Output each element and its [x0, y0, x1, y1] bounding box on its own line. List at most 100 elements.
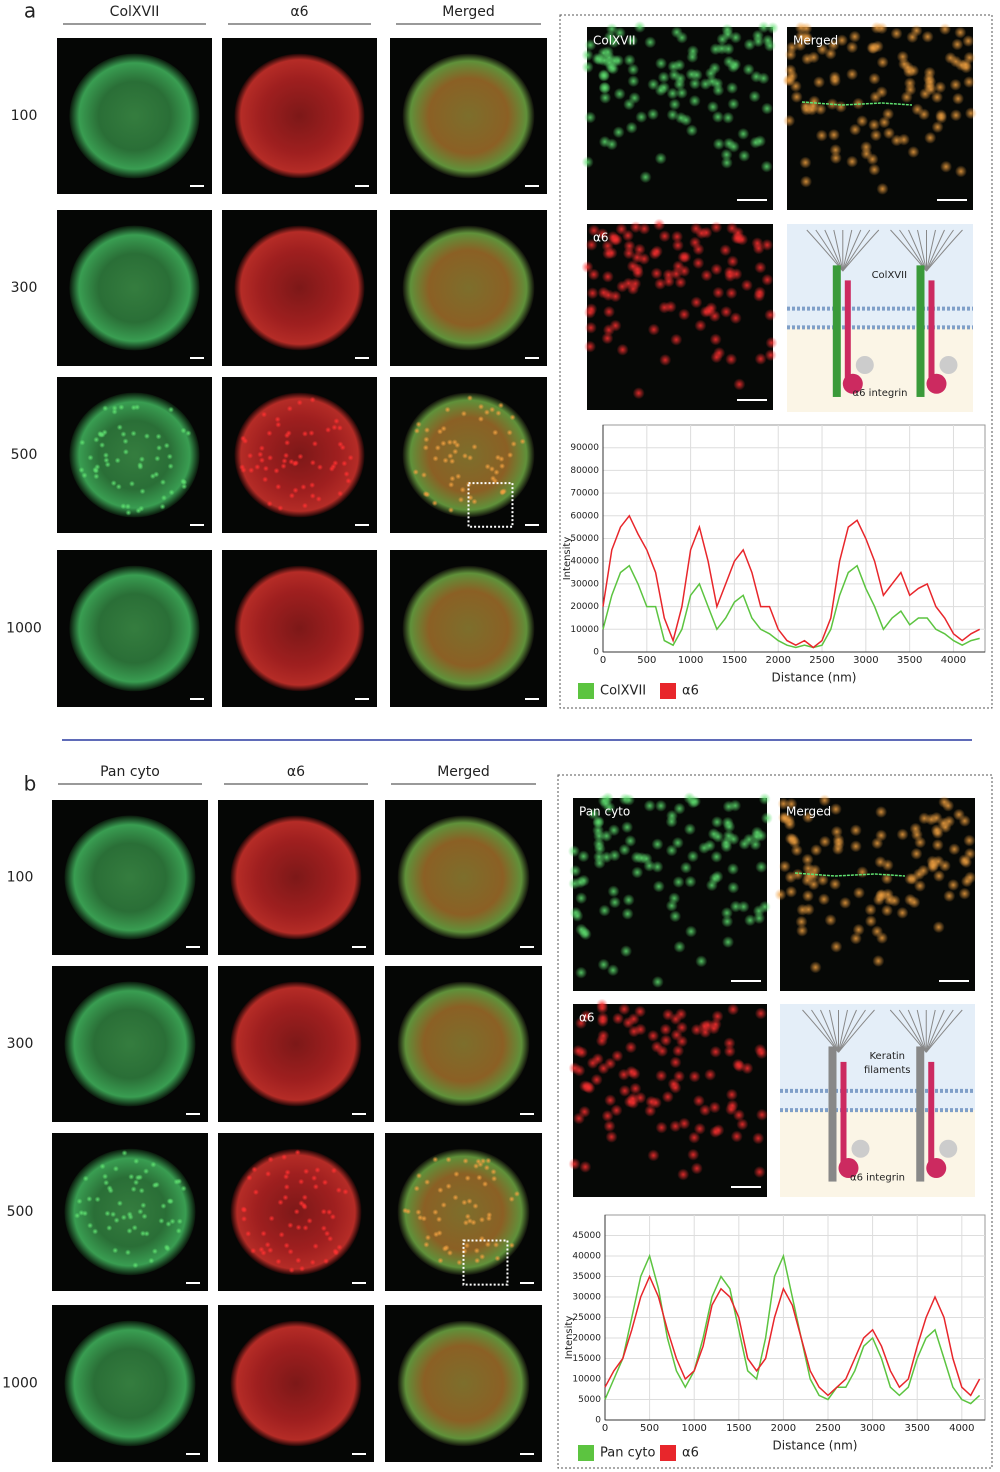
spot [423, 436, 430, 443]
spot [424, 1234, 431, 1241]
spot [462, 1157, 469, 1164]
spot [294, 1149, 301, 1156]
spot [721, 915, 734, 928]
cell [234, 565, 365, 692]
spot [671, 239, 684, 252]
spot [315, 495, 322, 502]
roi-box [462, 1239, 509, 1286]
spot [82, 1175, 89, 1182]
spot [471, 498, 478, 505]
spot [597, 1029, 610, 1042]
spot [601, 270, 614, 283]
spot [336, 1244, 343, 1251]
y-tick-label: 60000 [570, 511, 599, 521]
spot [417, 1214, 424, 1221]
spot [626, 34, 639, 47]
spot [329, 1213, 336, 1220]
spot [301, 430, 308, 437]
spot [625, 1065, 638, 1078]
spot [633, 21, 646, 34]
spot [679, 251, 692, 264]
spot [764, 308, 777, 321]
spot [726, 862, 739, 875]
spot [422, 444, 429, 451]
spot [478, 403, 485, 410]
panel-label: a [24, 0, 36, 23]
spot [730, 1130, 743, 1143]
spot [274, 416, 281, 423]
spot [795, 915, 808, 928]
spot [722, 111, 735, 124]
spot [673, 1070, 686, 1083]
spot [94, 463, 101, 470]
spot [818, 794, 831, 807]
spot [954, 165, 967, 178]
spot [722, 137, 735, 150]
spot [568, 1158, 581, 1171]
spot [484, 1241, 491, 1248]
spot [298, 1178, 305, 1185]
spot [434, 444, 441, 451]
spot [110, 1211, 117, 1218]
spot [402, 1207, 409, 1214]
protein [916, 265, 925, 397]
spot [832, 837, 845, 850]
spot [461, 1199, 468, 1206]
spot [250, 1247, 257, 1254]
spot [597, 958, 610, 971]
protein [916, 1046, 925, 1182]
spot [140, 1202, 147, 1209]
spot [466, 395, 473, 402]
spot [285, 430, 292, 437]
spot [934, 81, 947, 94]
spot [621, 907, 634, 920]
zoom-box [559, 14, 993, 709]
diagram-label: ColXVII [872, 270, 907, 281]
spot [266, 500, 273, 507]
spot [868, 163, 881, 176]
zoom-label: ColXVII [593, 34, 636, 48]
spot [167, 1198, 174, 1205]
spot [120, 431, 127, 438]
spot [281, 1154, 288, 1161]
cell [69, 53, 200, 179]
spot [750, 70, 763, 83]
spot [604, 1094, 617, 1107]
spot [643, 799, 656, 812]
y-tick-label: 0 [593, 648, 599, 658]
spot [301, 502, 308, 509]
spot [133, 1179, 140, 1186]
laminin [842, 229, 871, 272]
spot [102, 452, 109, 459]
integrin-domain [838, 1158, 859, 1179]
y-tick-label: 35000 [572, 1272, 601, 1282]
spot [659, 1023, 672, 1036]
spot [467, 494, 474, 501]
spot [856, 115, 869, 128]
laminin [925, 1009, 954, 1053]
spot [415, 1172, 422, 1179]
protein-domain [855, 356, 874, 374]
spot [725, 1103, 738, 1116]
spot [466, 1217, 473, 1224]
spot [464, 1213, 471, 1220]
legend-label: Pan cyto [600, 1446, 656, 1461]
spot [332, 460, 339, 467]
spot [629, 1082, 642, 1095]
spot [647, 1029, 660, 1042]
spot [286, 405, 293, 412]
spot [265, 1170, 272, 1177]
zoom-label: α6 [593, 231, 609, 245]
zoom-label: Merged [793, 34, 838, 48]
spot [725, 1088, 738, 1101]
spot [712, 830, 725, 843]
cell [397, 1320, 530, 1447]
protein [828, 1046, 837, 1182]
spot [901, 61, 914, 74]
integrin [928, 280, 935, 384]
spot [93, 436, 100, 443]
spot [120, 1214, 127, 1221]
spot [440, 425, 447, 432]
spot [448, 481, 455, 488]
spot [312, 1243, 319, 1250]
